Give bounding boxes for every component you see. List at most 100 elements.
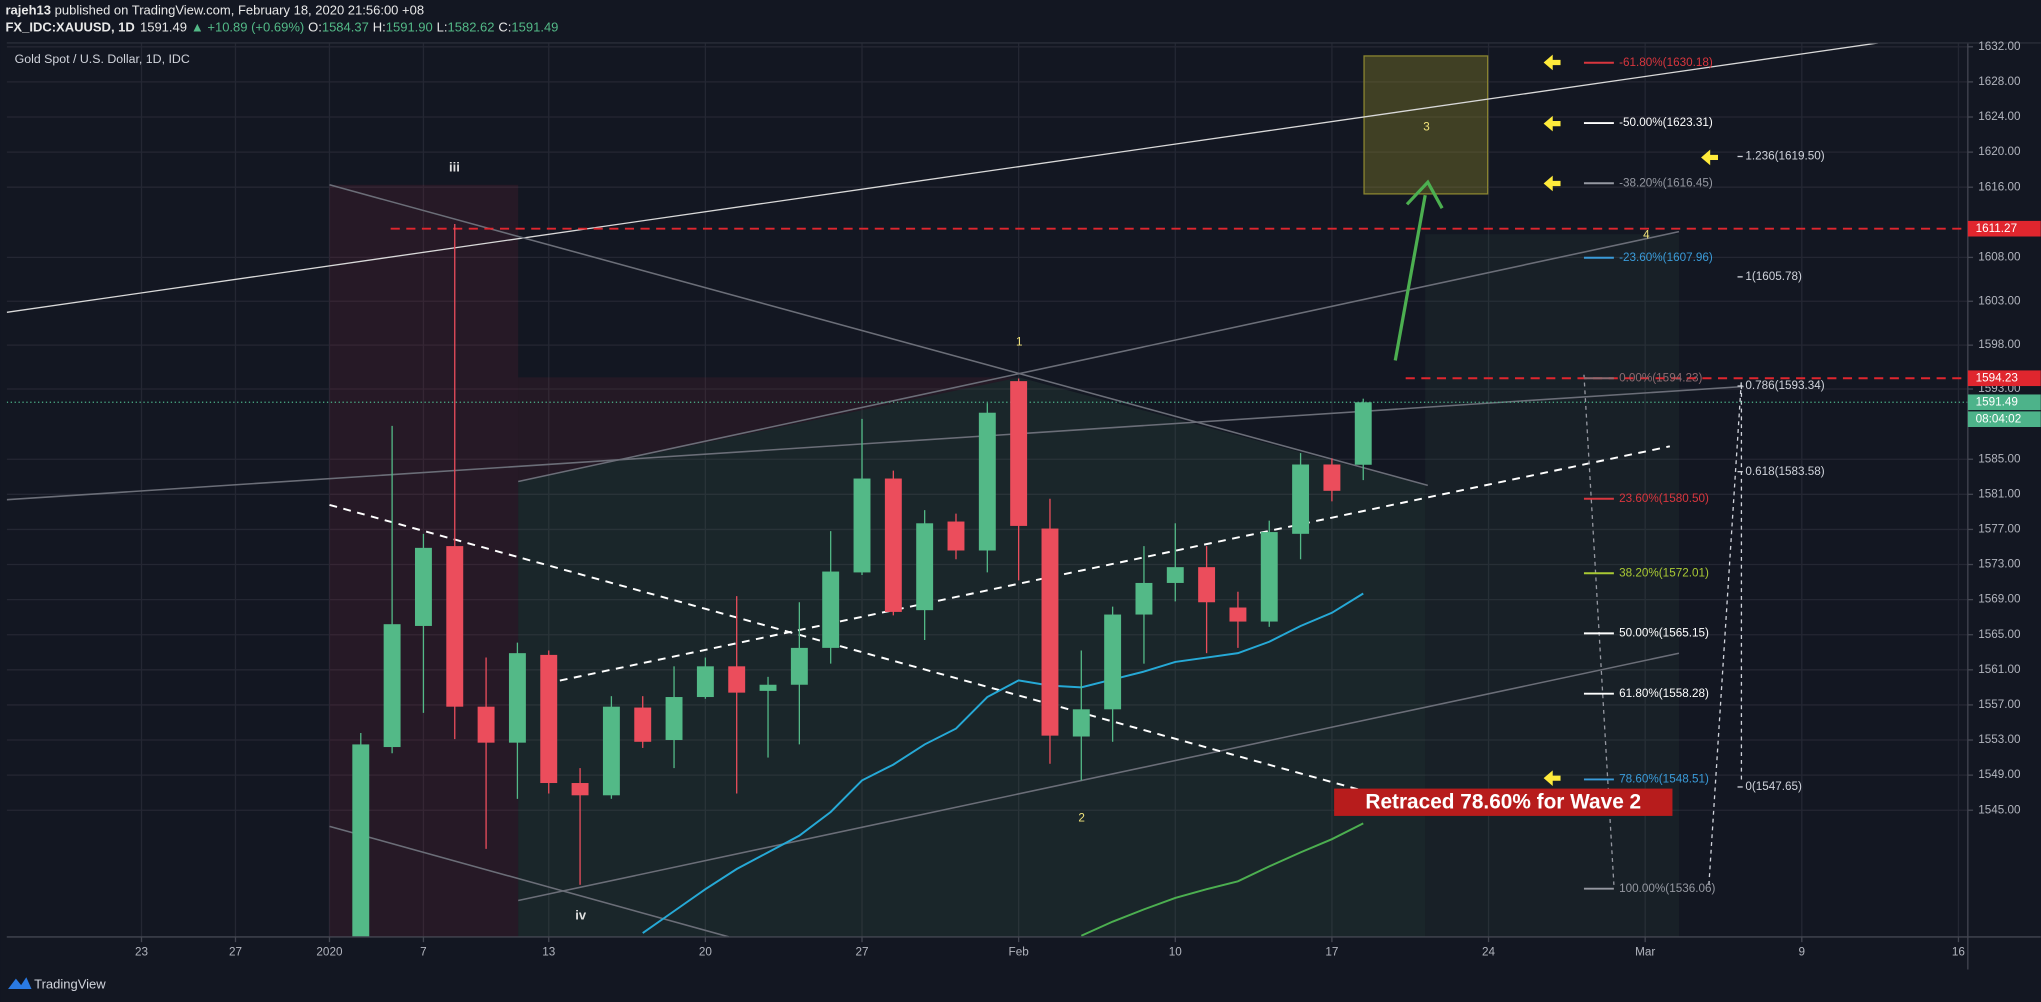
fib-label: 0.00%(1594.23) [1619,371,1702,384]
candle-body [696,666,714,698]
y-tick-label: 1569.00 [1978,593,2021,606]
candle-body [540,654,558,784]
candle-body [853,478,871,573]
arrow-icon [1543,175,1561,192]
x-tick-label: 2020 [316,946,343,959]
candle-body [822,571,840,648]
candle-body [634,707,652,742]
x-tick-label: 23 [135,946,148,959]
target-box [1363,55,1489,195]
candle-body [1198,567,1216,603]
annotation-box [1334,788,1673,816]
fib-label: -38.20%(1616.45) [1619,176,1713,189]
extension-label: 0.786(1593.34) [1745,379,1824,392]
y-tick-label: 1549.00 [1978,768,2021,781]
x-tick-label: 24 [1482,946,1496,959]
annotation: Retraced 78.60% for Wave 2 [1365,790,1641,813]
candle-body [1041,528,1059,736]
candle-body [1260,532,1278,622]
x-tick-label: 9 [1799,946,1806,959]
candle-body [978,412,996,551]
wave-label: 2 [1078,812,1085,825]
candle-body [665,697,683,741]
y-tick-label: 1573.00 [1978,558,2021,571]
wave-label: iii [449,159,460,174]
ohlc-key: H: [373,20,386,35]
logo [8,977,32,989]
fib-label: -61.80%(1630.18) [1619,56,1713,69]
price-badge [1967,220,2041,237]
candle-body [508,653,526,743]
dashed-trend [559,445,1671,682]
header-quote: FX_IDC:XAUUSD, 1D 1591.49 ▲ +10.89 (+0.69%… [5,20,558,35]
candle-body [477,706,495,743]
arrow-icon [1543,770,1561,786]
fib-label: -23.60%(1607.96) [1619,251,1713,264]
extension-label: 0.618(1583.58) [1745,465,1824,478]
candle-body [1104,614,1122,710]
y-tick-label: 1603.00 [1978,294,2021,307]
header-line: rajeh13 published on TradingView.com, Fe… [5,3,424,18]
axes: 1632.00 1628.00 1624.00 1620.00 1616.00 1608.… [135,40,2041,959]
y-tick-label: 1561.00 [1978,663,2021,676]
y-tick-label: 1616.00 [1978,180,2021,193]
brand: TradingView [34,977,106,992]
price-badge [1967,370,2041,387]
candle-body [1166,567,1184,583]
countdown: 08:04:02 [1976,412,2022,425]
change: ▲ +10.89 (+0.69%) [191,20,304,35]
fib-label: 50.00%(1565.15) [1619,627,1709,640]
candle-body [916,523,934,611]
trend-line [329,184,1429,487]
x-tick-label: 20 [699,946,713,959]
fib-label: 61.80%(1558.28) [1619,687,1709,700]
x-tick-label: 7 [420,946,427,959]
wave-label: 1 [1016,335,1023,348]
x-tick-label: 27 [855,946,868,959]
ohlc-key: O: [308,20,322,35]
target-arrow [1393,194,1427,361]
fib-connector [1708,379,1743,885]
ohlc-value: 1591.49 [511,20,558,35]
shaded-zone [518,377,1426,937]
y-tick-label: 1557.00 [1978,698,2021,711]
logo-icon [8,977,32,989]
extension-label: 1.236(1619.50) [1745,150,1824,163]
x-tick-label: Feb [1009,946,1030,959]
wave-label: 3 [1423,121,1430,134]
y-tick-label: 1553.00 [1978,733,2021,746]
trend-line [6,42,1879,313]
y-tick-label: 1598.00 [1978,338,2021,351]
ohlc-key: L: [437,20,448,35]
candle-body [1229,607,1247,622]
x-tick-label: Mar [1635,946,1655,959]
x-tick-label: 13 [542,946,555,959]
countdown-badge [1967,411,2041,428]
y-tick-label: 1608.00 [1978,250,2021,263]
fib-label: 38.20%(1572.01) [1619,566,1709,579]
candle-body [571,783,589,796]
published: published on TradingView.com, February 1… [51,3,424,18]
candle-body [1323,464,1341,491]
fib-label: 78.60%(1548.51) [1619,773,1709,786]
moving-average [642,592,1364,934]
channel-line [518,230,1680,483]
dashed-trend [329,503,1361,791]
price-badge-label: 1611.27 [1976,222,2017,235]
marks [6,224,1968,937]
shaded-zone [1425,234,1679,937]
author: rajeh13 [5,3,51,18]
y-tick-label: 1628.00 [1978,75,2021,88]
candle-body [1135,582,1153,615]
x-tick-label: 17 [1325,946,1338,959]
arrow-icon [1543,115,1561,132]
price-badge [1967,394,2041,411]
x-tick-label: 16 [1952,946,1965,959]
candle-body [728,666,746,693]
last-price: 1591.49 [140,20,187,35]
target-arrow-head [1405,179,1444,209]
fib-label: -50.00%(1623.31) [1619,116,1713,129]
ohlc-value: 1584.37 [322,20,369,35]
